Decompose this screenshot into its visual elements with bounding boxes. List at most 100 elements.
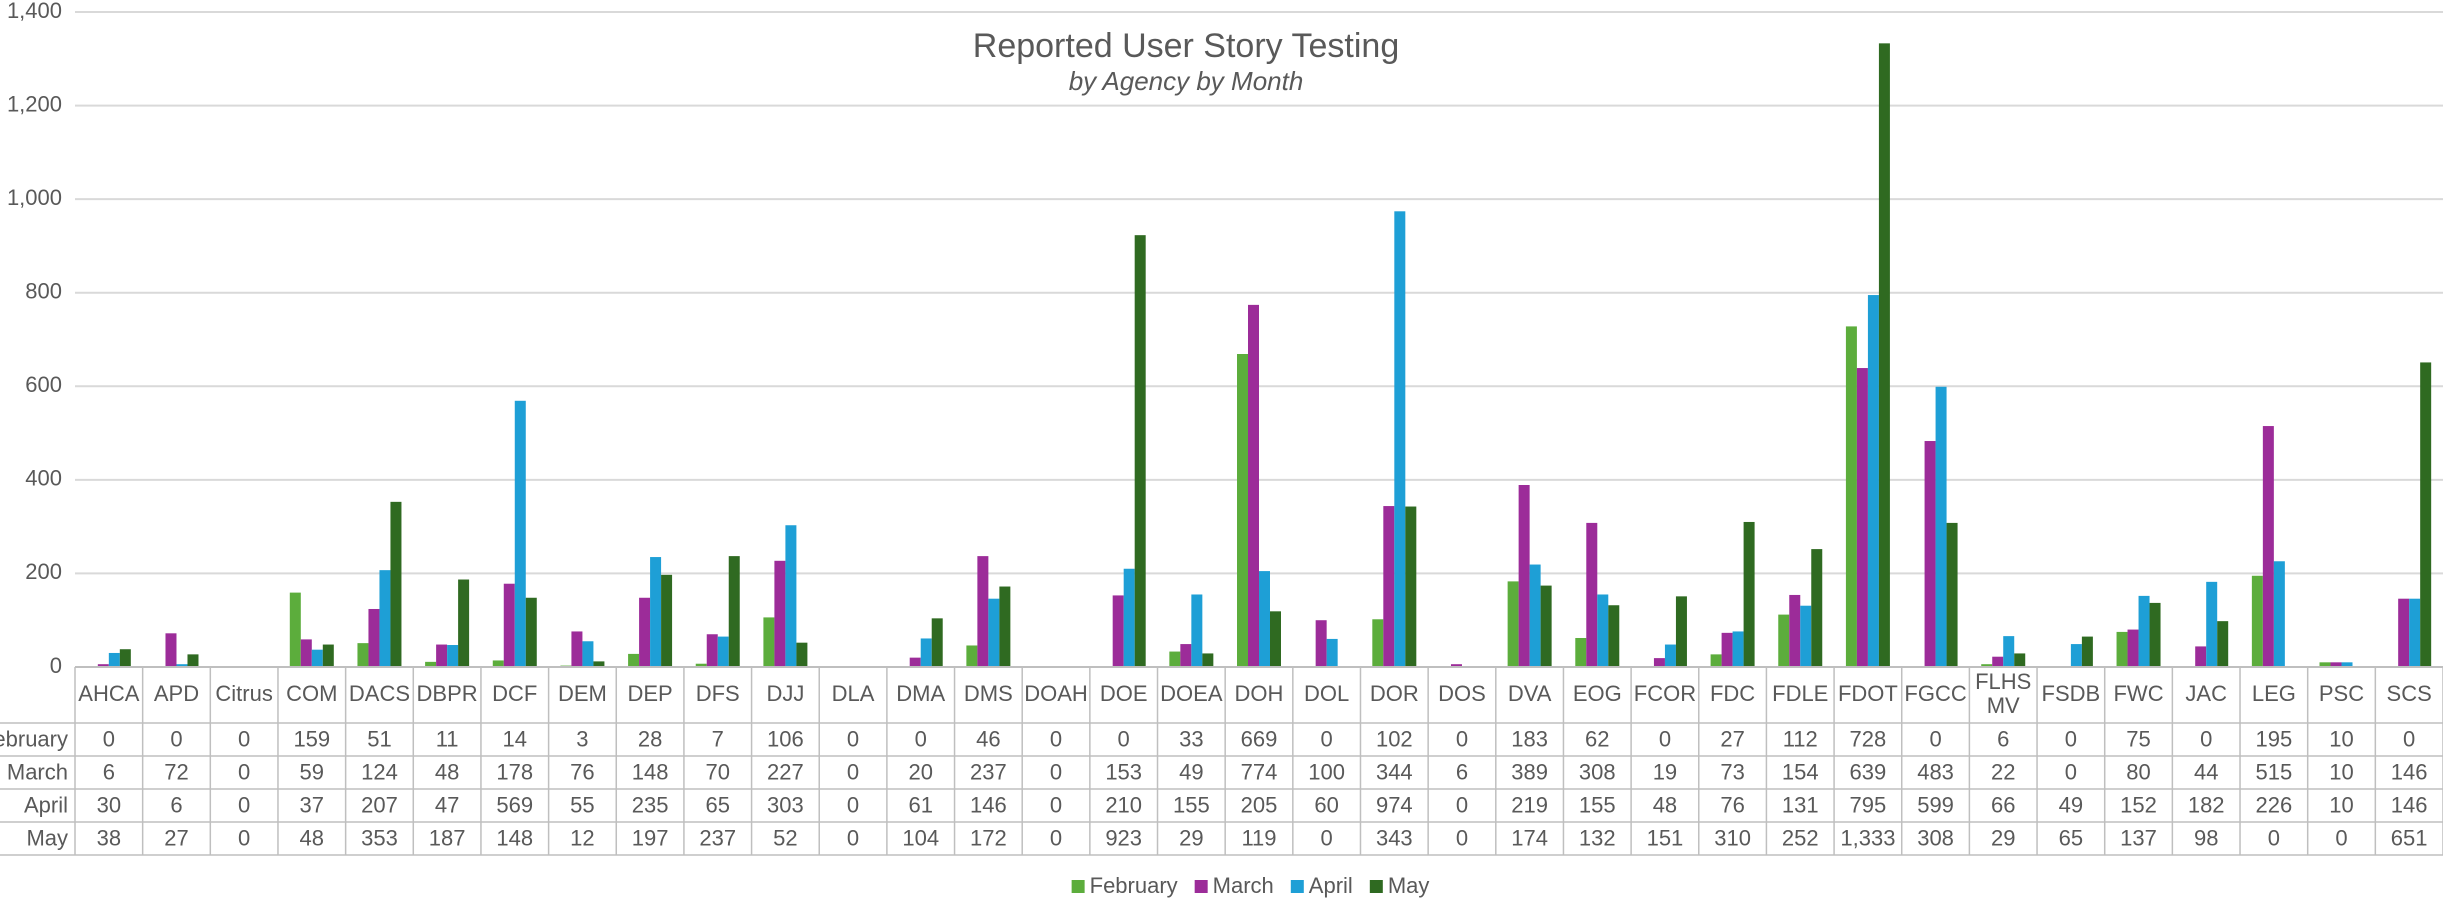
table-cell: 187 (429, 825, 466, 850)
table-cell: 14 (503, 726, 527, 751)
table-cell: 219 (1511, 792, 1548, 817)
bar (931, 618, 943, 667)
y-tick-label: 400 (25, 466, 62, 491)
legend-swatch (1369, 880, 1383, 893)
table-cell: 483 (1917, 759, 1954, 784)
table-cell: 0 (1321, 726, 1333, 751)
bar (1935, 386, 1947, 667)
bar (1518, 485, 1530, 667)
table-cell: 0 (1050, 726, 1062, 751)
table-cell: 48 (1653, 792, 1677, 817)
bar (2138, 595, 2150, 667)
bar (628, 653, 640, 667)
table-cell: 76 (570, 759, 594, 784)
bar (999, 586, 1011, 667)
table-cell: 146 (970, 792, 1007, 817)
table-cell: 226 (2255, 792, 2292, 817)
bar (300, 639, 312, 667)
table-cell: 0 (238, 726, 250, 751)
x-tick-label: FDOT (1838, 681, 1898, 706)
bar (1180, 644, 1192, 667)
bar (909, 657, 921, 667)
bar (390, 501, 402, 667)
bar (119, 649, 131, 667)
table-cell: 73 (1720, 759, 1744, 784)
bar (1778, 614, 1790, 667)
x-tick-label: EOG (1573, 681, 1622, 706)
table-cell: 52 (773, 825, 797, 850)
table-cell: 33 (1179, 726, 1203, 751)
table-cell: 0 (1929, 726, 1941, 751)
table-cell: 100 (1308, 759, 1345, 784)
bar (1134, 235, 1146, 668)
table-cell: 6 (1997, 726, 2009, 751)
x-tick-label: LEG (2252, 681, 2296, 706)
bar (379, 570, 391, 667)
bar (1597, 594, 1609, 667)
bar (2195, 646, 2207, 667)
table-cell: 0 (1456, 726, 1468, 751)
table-row-header: March (7, 759, 68, 784)
table-cell: 6 (103, 759, 115, 784)
table-cell: 178 (496, 759, 533, 784)
table-cell: 353 (361, 825, 398, 850)
bar (1992, 656, 2004, 667)
table-cell: 30 (97, 792, 121, 817)
table-cell: 20 (908, 759, 932, 784)
x-tick-label: DEM (558, 681, 607, 706)
table-cell: 795 (1850, 792, 1887, 817)
bar (1248, 304, 1259, 667)
table-cell: 0 (847, 792, 859, 817)
table-cell: 0 (2065, 726, 2077, 751)
table-cell: 48 (435, 759, 459, 784)
x-tick-label: FGCC (1904, 681, 1966, 706)
table-cell: 62 (1585, 726, 1609, 751)
bar (2003, 636, 2015, 667)
table-cell: 10 (2329, 792, 2353, 817)
x-tick-label: DBPR (417, 681, 478, 706)
table-cell: 29 (1991, 825, 2015, 850)
bar (1507, 581, 1519, 667)
bar (2149, 602, 2161, 667)
table-cell: 146 (2391, 759, 2428, 784)
legend-label: April (1309, 873, 1353, 898)
table-cell: 151 (1647, 825, 1684, 850)
table-cell: 3 (576, 726, 588, 751)
bar (97, 664, 109, 667)
table-cell: 98 (2194, 825, 2218, 850)
bar (2341, 662, 2353, 667)
bar (1372, 619, 1384, 667)
bar (1653, 658, 1665, 667)
table-cell: 252 (1782, 825, 1819, 850)
table-cell: 112 (1783, 726, 1818, 751)
table-cell: 70 (706, 759, 730, 784)
y-tick-label: 1,000 (7, 185, 62, 210)
table-cell: 61 (908, 792, 932, 817)
bar (1405, 506, 1417, 667)
x-tick-label: FDC (1710, 681, 1755, 706)
table-cell: 174 (1511, 825, 1548, 850)
x-tick-label: AHCA (78, 681, 139, 706)
x-tick-label: PSC (2319, 681, 2364, 706)
table-cell: 7 (712, 726, 724, 751)
bar (1710, 654, 1722, 667)
x-tick-label: DOL (1304, 681, 1349, 706)
table-cell: 131 (1782, 792, 1819, 817)
bar (650, 557, 662, 667)
legend-swatch (1194, 880, 1208, 893)
table-cell: 22 (1991, 759, 2015, 784)
bar (2273, 561, 2285, 667)
table-cell: 0 (1456, 825, 1468, 850)
table-cell: 153 (1105, 759, 1142, 784)
x-tick-label: DMS (964, 681, 1013, 706)
bar (728, 556, 740, 667)
bar (2420, 362, 2432, 667)
bar (357, 643, 369, 667)
x-tick-label: FCOR (1634, 681, 1696, 706)
table-row-header: May (26, 825, 68, 850)
x-tick-label: DOS (1438, 681, 1486, 706)
table-cell: 0 (915, 726, 927, 751)
x-tick-label: DVA (1508, 681, 1552, 706)
bar (2070, 644, 2082, 667)
